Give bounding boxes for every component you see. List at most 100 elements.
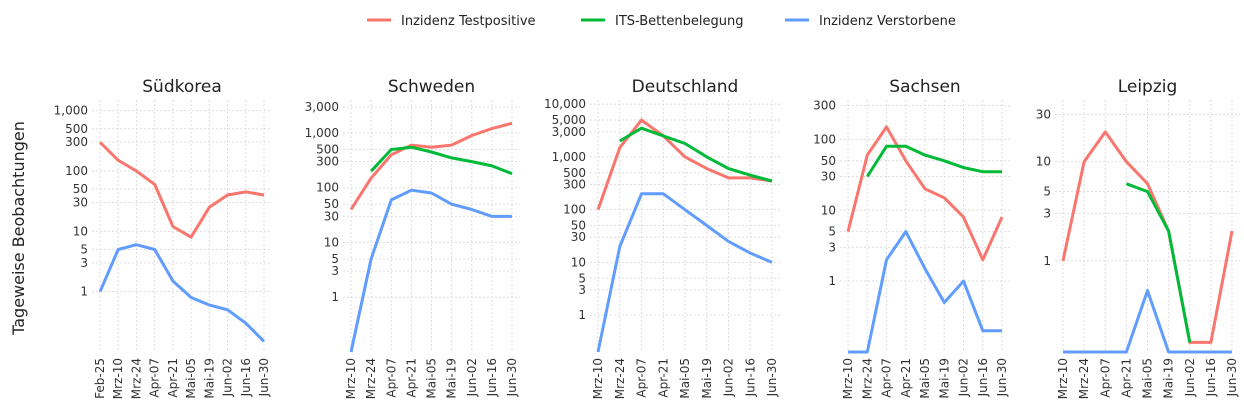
series-line [98,141,265,239]
legend-label: Inzidenz Testpositive [401,14,536,29]
y-tick-label: 50 [571,219,586,233]
x-tick-label: Apr-21 [166,358,180,398]
y-tick-label: 10 [73,224,88,238]
series-line [349,188,512,353]
x-tick-label: Mrz-10 [111,358,125,399]
x-tick-label: Mrz-24 [1077,358,1091,399]
y-tick-label: 100 [316,181,339,195]
x-tick-label: Jun-30 [505,358,519,397]
x-tick-label: Apr-07 [880,358,894,398]
x-tick-label: Jun-02 [957,358,971,397]
x-tick-label: Mai-05 [425,358,439,399]
y-tick-label: 30 [571,230,586,244]
y-tick-label: 3 [80,256,88,270]
x-tick-label: Apr-07 [635,358,649,398]
x-tick-label: Mrz-10 [344,358,358,399]
x-tick-label: Apr-21 [899,358,913,398]
y-tick-label: 500 [65,122,88,136]
y-tick-label: 1,000 [54,104,88,118]
series-line [370,145,513,176]
x-tick-label: Mrz-24 [860,358,874,399]
panel-title: Südkorea [142,77,222,97]
series-line [1063,289,1232,354]
x-tick-label: Apr-21 [1119,358,1133,398]
y-tick-label: 3 [1043,207,1051,221]
x-tick-label: Mai-19 [937,358,951,399]
y-tick-label: 300 [563,177,586,191]
x-tick-label: Mrz-10 [841,358,855,399]
series-line [1061,130,1234,344]
y-tick-label: 1,000 [305,126,339,140]
x-tick-label: Mai-19 [1162,358,1176,399]
x-tick-label: Feb-25 [93,358,107,399]
series-line [846,125,1004,262]
x-tick-label: Mai-05 [678,358,692,399]
y-tick-label: 10 [821,203,836,217]
y-tick-label: 50 [324,197,339,211]
y-tick-label: 5,000 [552,113,586,127]
x-tick-label: Jun-02 [465,358,479,397]
y-tick-label: 30 [324,209,339,223]
x-tick-label: Jun-16 [239,358,253,397]
x-tick-label: Jun-30 [1225,358,1239,397]
y-tick-label: 1 [1043,254,1051,268]
x-tick-label: Jun-02 [722,358,736,397]
y-tick-label: 5 [331,252,339,266]
x-tick-label: Mai-05 [184,358,198,399]
x-tick-label: Mrz-24 [364,358,378,399]
y-tick-label: 3 [578,283,586,297]
y-tick-label: 50 [821,154,836,168]
y-tick-label: 3,000 [552,125,586,139]
x-tick-label: Apr-07 [148,358,162,398]
series-line [596,192,773,353]
y-tick-label: 5 [828,225,836,239]
y-tick-label: 500 [316,142,339,156]
series-line [866,144,1002,178]
y-tick-label: 1 [578,308,586,322]
y-tick-label: 300 [316,155,339,169]
legend-label: ITS-Bettenbelegung [615,14,743,29]
series-line [848,230,1002,354]
panel: Leipzig 30 10 5 3 1 Mrz-10 Mrz-24 Apr-07 Apr-21 Ma… [1036,77,1240,399]
x-tick-label: Apr-21 [656,358,670,398]
x-tick-label: Apr-21 [404,358,418,398]
y-tick-label: 5 [578,271,586,285]
series-line [98,243,266,343]
y-tick-label: 30 [73,196,88,210]
y-tick-label: 3,000 [305,100,339,114]
y-tick-label: 30 [821,169,836,183]
y-tick-label: 1 [80,285,88,299]
series-line [619,126,773,183]
y-tick-label: 3 [331,264,339,278]
x-tick-label: Mrz-10 [591,358,605,399]
y-tick-label: 3 [828,240,836,254]
series-line [1125,182,1192,343]
x-tick-label: Jun-02 [221,358,235,397]
x-tick-label: Mai-19 [202,358,216,399]
y-tick-label: 100 [65,164,88,178]
panel-title: Schweden [388,77,475,97]
x-tick-label: Jun-16 [1204,358,1218,397]
y-tick-label: 1 [331,290,339,304]
y-tick-label: 10 [1036,155,1051,169]
x-tick-label: Jun-16 [976,358,990,397]
y-tick-label: 500 [563,166,586,180]
x-tick-label: Mai-19 [445,358,459,399]
x-tick-label: Apr-07 [384,358,398,398]
y-tick-label: 10,000 [544,97,586,111]
y-tick-label: 5 [1043,185,1051,199]
x-tick-label: Mrz-10 [1056,358,1070,399]
y-tick-label: 100 [563,203,586,217]
x-tick-label: Mai-05 [918,358,932,399]
x-tick-label: Mrz-24 [129,358,143,399]
y-tick-label: 50 [73,182,88,196]
legend-item: Inzidenz Testpositive [367,14,536,29]
x-tick-label: Mrz-24 [613,358,627,399]
panel-title: Leipzig [1118,77,1178,97]
y-tick-label: 300 [65,135,88,149]
